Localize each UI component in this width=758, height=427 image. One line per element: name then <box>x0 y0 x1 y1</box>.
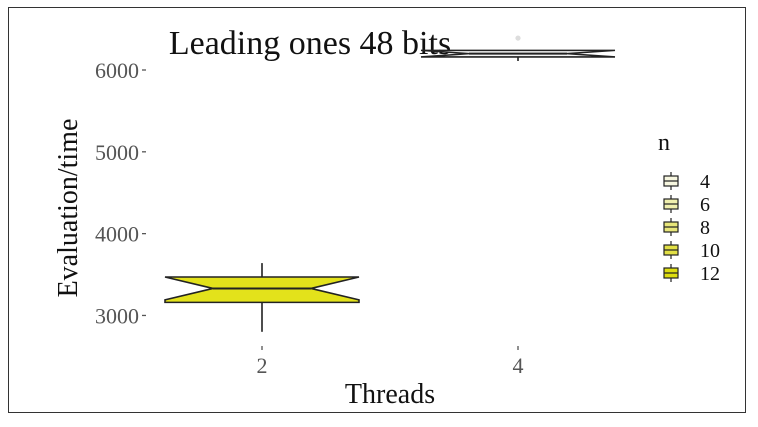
legend-key-6 <box>663 195 679 213</box>
x-tick-label: 2 <box>257 353 268 378</box>
chart-title: Leading ones 48 bits <box>169 25 451 62</box>
x-axis-label: Threads <box>345 379 435 410</box>
legend-title: n <box>658 130 670 156</box>
legend-key-10 <box>663 241 679 259</box>
y-tick-label: 6000 <box>95 58 139 83</box>
y-tick-label: 3000 <box>95 303 139 328</box>
plot-frame <box>8 7 746 413</box>
legend-key-12 <box>663 264 679 282</box>
y-tick-label: 5000 <box>95 140 139 165</box>
legend-label: 4 <box>700 171 710 193</box>
y-axis-label: Evaluation/time <box>53 119 84 298</box>
box-4 <box>420 35 616 61</box>
legend-key-8 <box>663 218 679 236</box>
y-tick-label: 4000 <box>95 222 139 247</box>
legend-key-4 <box>663 172 679 190</box>
legend-label: 12 <box>700 263 720 285</box>
box-body <box>164 276 360 304</box>
outlier-point <box>515 35 521 41</box>
y-axis: 3000 4000 5000 6000 <box>95 58 146 328</box>
box-2 <box>164 263 360 332</box>
legend-label: 6 <box>700 194 710 216</box>
boxes <box>164 35 616 332</box>
x-tick-label: 4 <box>513 353 524 378</box>
legend-label: 8 <box>700 217 710 239</box>
legend-label: 10 <box>700 240 720 262</box>
